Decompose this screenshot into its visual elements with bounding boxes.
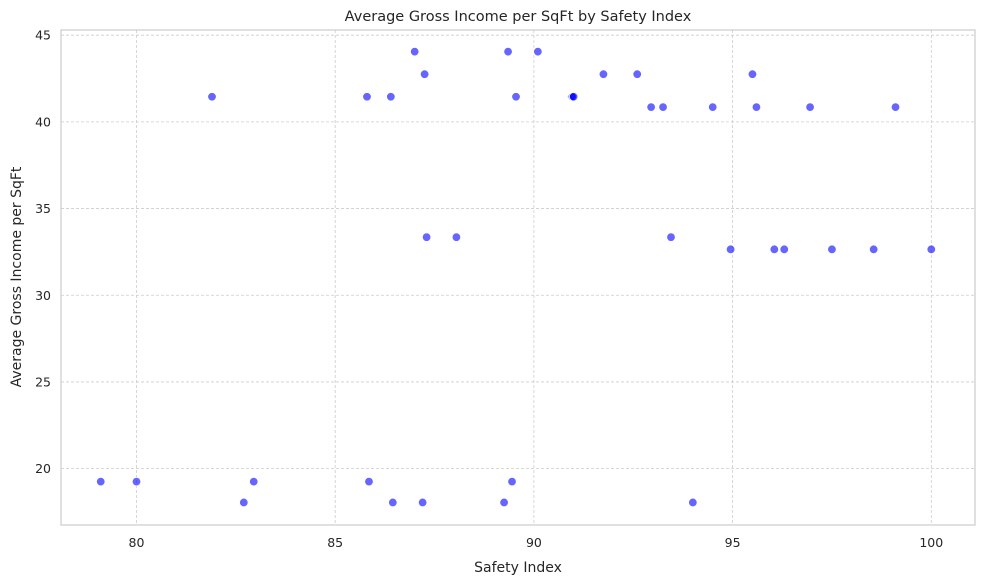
data-point bbox=[131, 476, 142, 487]
data-point bbox=[632, 69, 642, 79]
y-tick-labels: 20 25 30 35 40 45 bbox=[35, 28, 51, 476]
data-point bbox=[386, 92, 396, 102]
data-point bbox=[751, 102, 762, 112]
data-point bbox=[419, 69, 430, 79]
x-axis-label: Safety Index bbox=[474, 560, 562, 576]
data-point bbox=[890, 102, 901, 112]
data-point bbox=[207, 92, 217, 102]
data-point bbox=[451, 232, 462, 242]
data-points bbox=[96, 46, 936, 508]
x-tick-label: 95 bbox=[725, 535, 741, 550]
data-point bbox=[503, 46, 513, 57]
y-tick-label: 35 bbox=[35, 201, 51, 216]
data-point bbox=[249, 476, 259, 487]
y-tick-label: 40 bbox=[35, 114, 51, 129]
data-point bbox=[926, 244, 936, 255]
data-point bbox=[417, 497, 428, 508]
data-point bbox=[533, 46, 543, 57]
plot-frame bbox=[60, 29, 976, 526]
chart-title: Average Gross Income per SqFt by Safety … bbox=[345, 9, 692, 25]
data-point bbox=[666, 232, 676, 242]
y-tick-label: 45 bbox=[35, 28, 51, 43]
data-point bbox=[658, 102, 668, 112]
data-point bbox=[507, 476, 517, 487]
y-tick-label: 30 bbox=[35, 288, 51, 303]
data-point bbox=[499, 497, 509, 508]
y-axis-label: Average Gross Income per SqFt bbox=[9, 166, 25, 387]
data-point bbox=[688, 497, 698, 508]
data-point bbox=[827, 244, 837, 255]
x-tick-label: 85 bbox=[327, 535, 343, 550]
data-point bbox=[868, 244, 879, 255]
y-tick-label: 25 bbox=[35, 374, 51, 389]
data-point bbox=[409, 46, 420, 57]
data-point bbox=[239, 497, 249, 508]
data-point bbox=[364, 476, 374, 487]
data-point bbox=[747, 69, 758, 79]
grid-lines bbox=[61, 30, 975, 525]
y-tick-label: 20 bbox=[35, 461, 51, 476]
x-tick-labels: 80 85 90 95 100 bbox=[129, 535, 944, 550]
data-point bbox=[511, 92, 521, 102]
data-point bbox=[421, 232, 432, 242]
data-point bbox=[568, 92, 579, 102]
data-point bbox=[362, 92, 372, 102]
data-point bbox=[96, 476, 106, 487]
data-point bbox=[725, 244, 736, 255]
data-point bbox=[388, 497, 398, 508]
x-tick-label: 80 bbox=[129, 535, 145, 550]
data-point bbox=[646, 102, 656, 112]
x-tick-label: 100 bbox=[919, 535, 943, 550]
x-tick-label: 90 bbox=[526, 535, 542, 550]
data-point bbox=[769, 244, 780, 255]
data-point bbox=[598, 69, 609, 79]
data-point bbox=[805, 102, 815, 112]
data-point bbox=[779, 244, 789, 255]
data-point bbox=[708, 102, 718, 112]
